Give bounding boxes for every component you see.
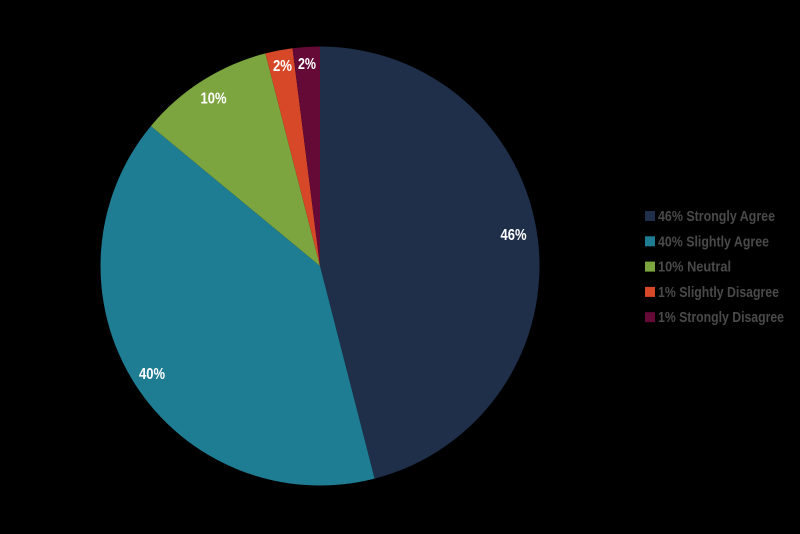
svg-text:46% Strongly Agree: 46% Strongly Agree <box>658 208 775 225</box>
svg-text:1% Slightly Disagree: 1% Slightly Disagree <box>658 284 779 301</box>
svg-text:10%: 10% <box>201 91 227 108</box>
svg-text:2%: 2% <box>298 56 316 73</box>
svg-text:10% Neutral: 10% Neutral <box>658 259 731 276</box>
svg-text:2%: 2% <box>273 58 292 75</box>
svg-text:40% Slightly Agree: 40% Slightly Agree <box>658 233 769 250</box>
svg-text:1% Strongly Disagree: 1% Strongly Disagree <box>658 309 784 326</box>
svg-text:46%: 46% <box>501 227 527 244</box>
svg-text:40%: 40% <box>139 366 165 383</box>
